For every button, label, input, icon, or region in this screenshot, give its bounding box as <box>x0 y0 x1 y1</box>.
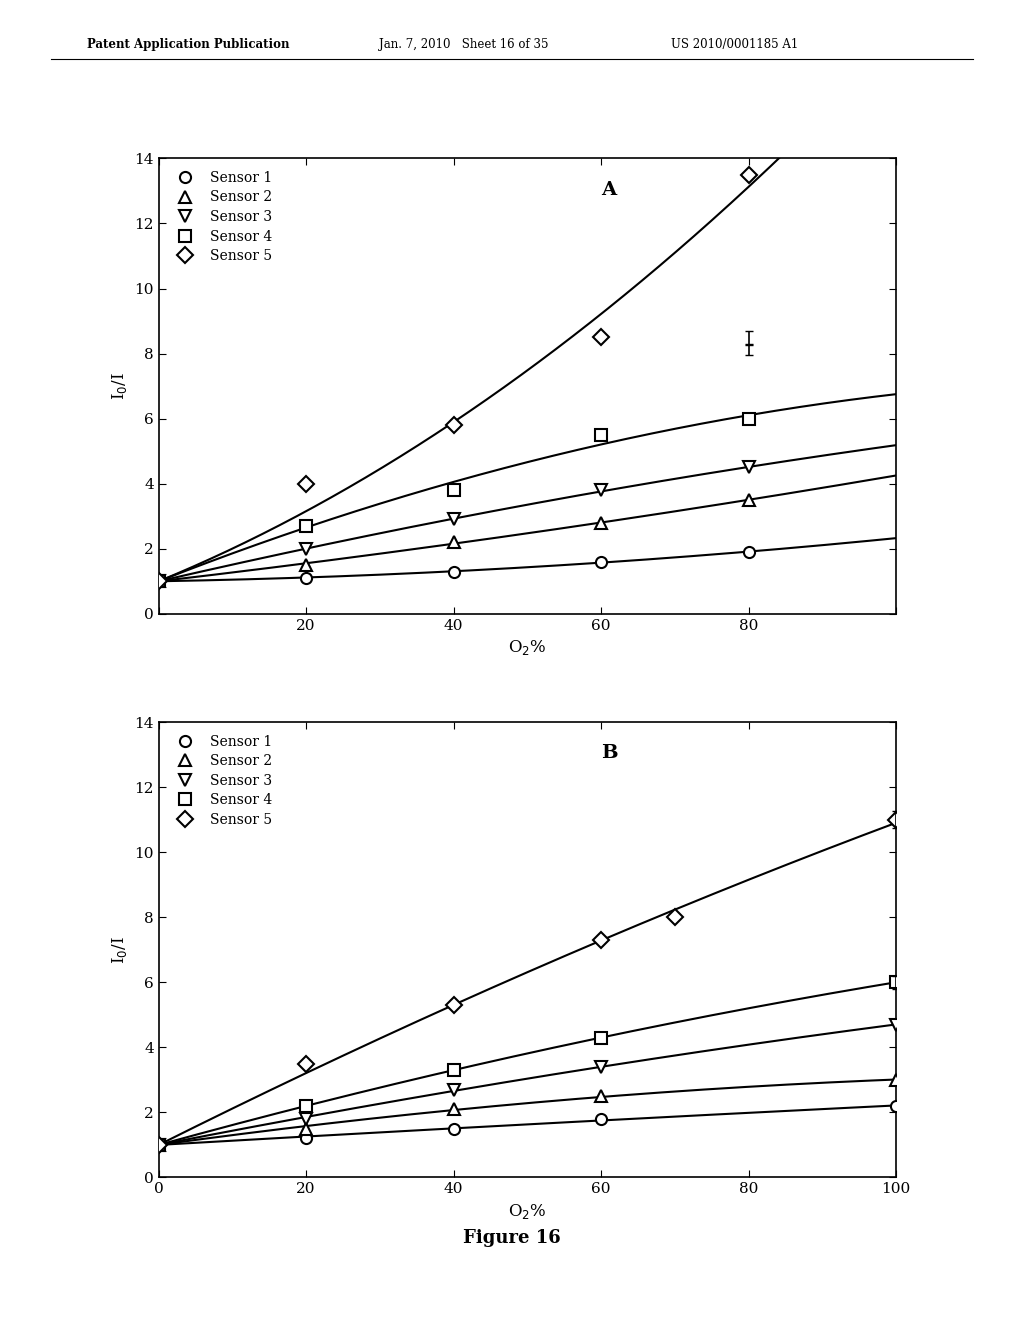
Y-axis label: I$_0$/I: I$_0$/I <box>110 372 129 400</box>
Text: Patent Application Publication: Patent Application Publication <box>87 37 290 50</box>
Y-axis label: I$_0$/I: I$_0$/I <box>110 936 129 964</box>
Legend: Sensor 1, Sensor 2, Sensor 3, Sensor 4, Sensor 5: Sensor 1, Sensor 2, Sensor 3, Sensor 4, … <box>166 729 278 833</box>
Text: B: B <box>601 744 617 763</box>
Text: US 2010/0001185 A1: US 2010/0001185 A1 <box>671 37 798 50</box>
Text: Jan. 7, 2010   Sheet 16 of 35: Jan. 7, 2010 Sheet 16 of 35 <box>379 37 549 50</box>
X-axis label: O$_2$%: O$_2$% <box>508 638 547 657</box>
Text: A: A <box>601 181 616 199</box>
Legend: Sensor 1, Sensor 2, Sensor 3, Sensor 4, Sensor 5: Sensor 1, Sensor 2, Sensor 3, Sensor 4, … <box>166 165 278 269</box>
X-axis label: O$_2$%: O$_2$% <box>508 1201 547 1221</box>
Text: Figure 16: Figure 16 <box>463 1229 561 1247</box>
